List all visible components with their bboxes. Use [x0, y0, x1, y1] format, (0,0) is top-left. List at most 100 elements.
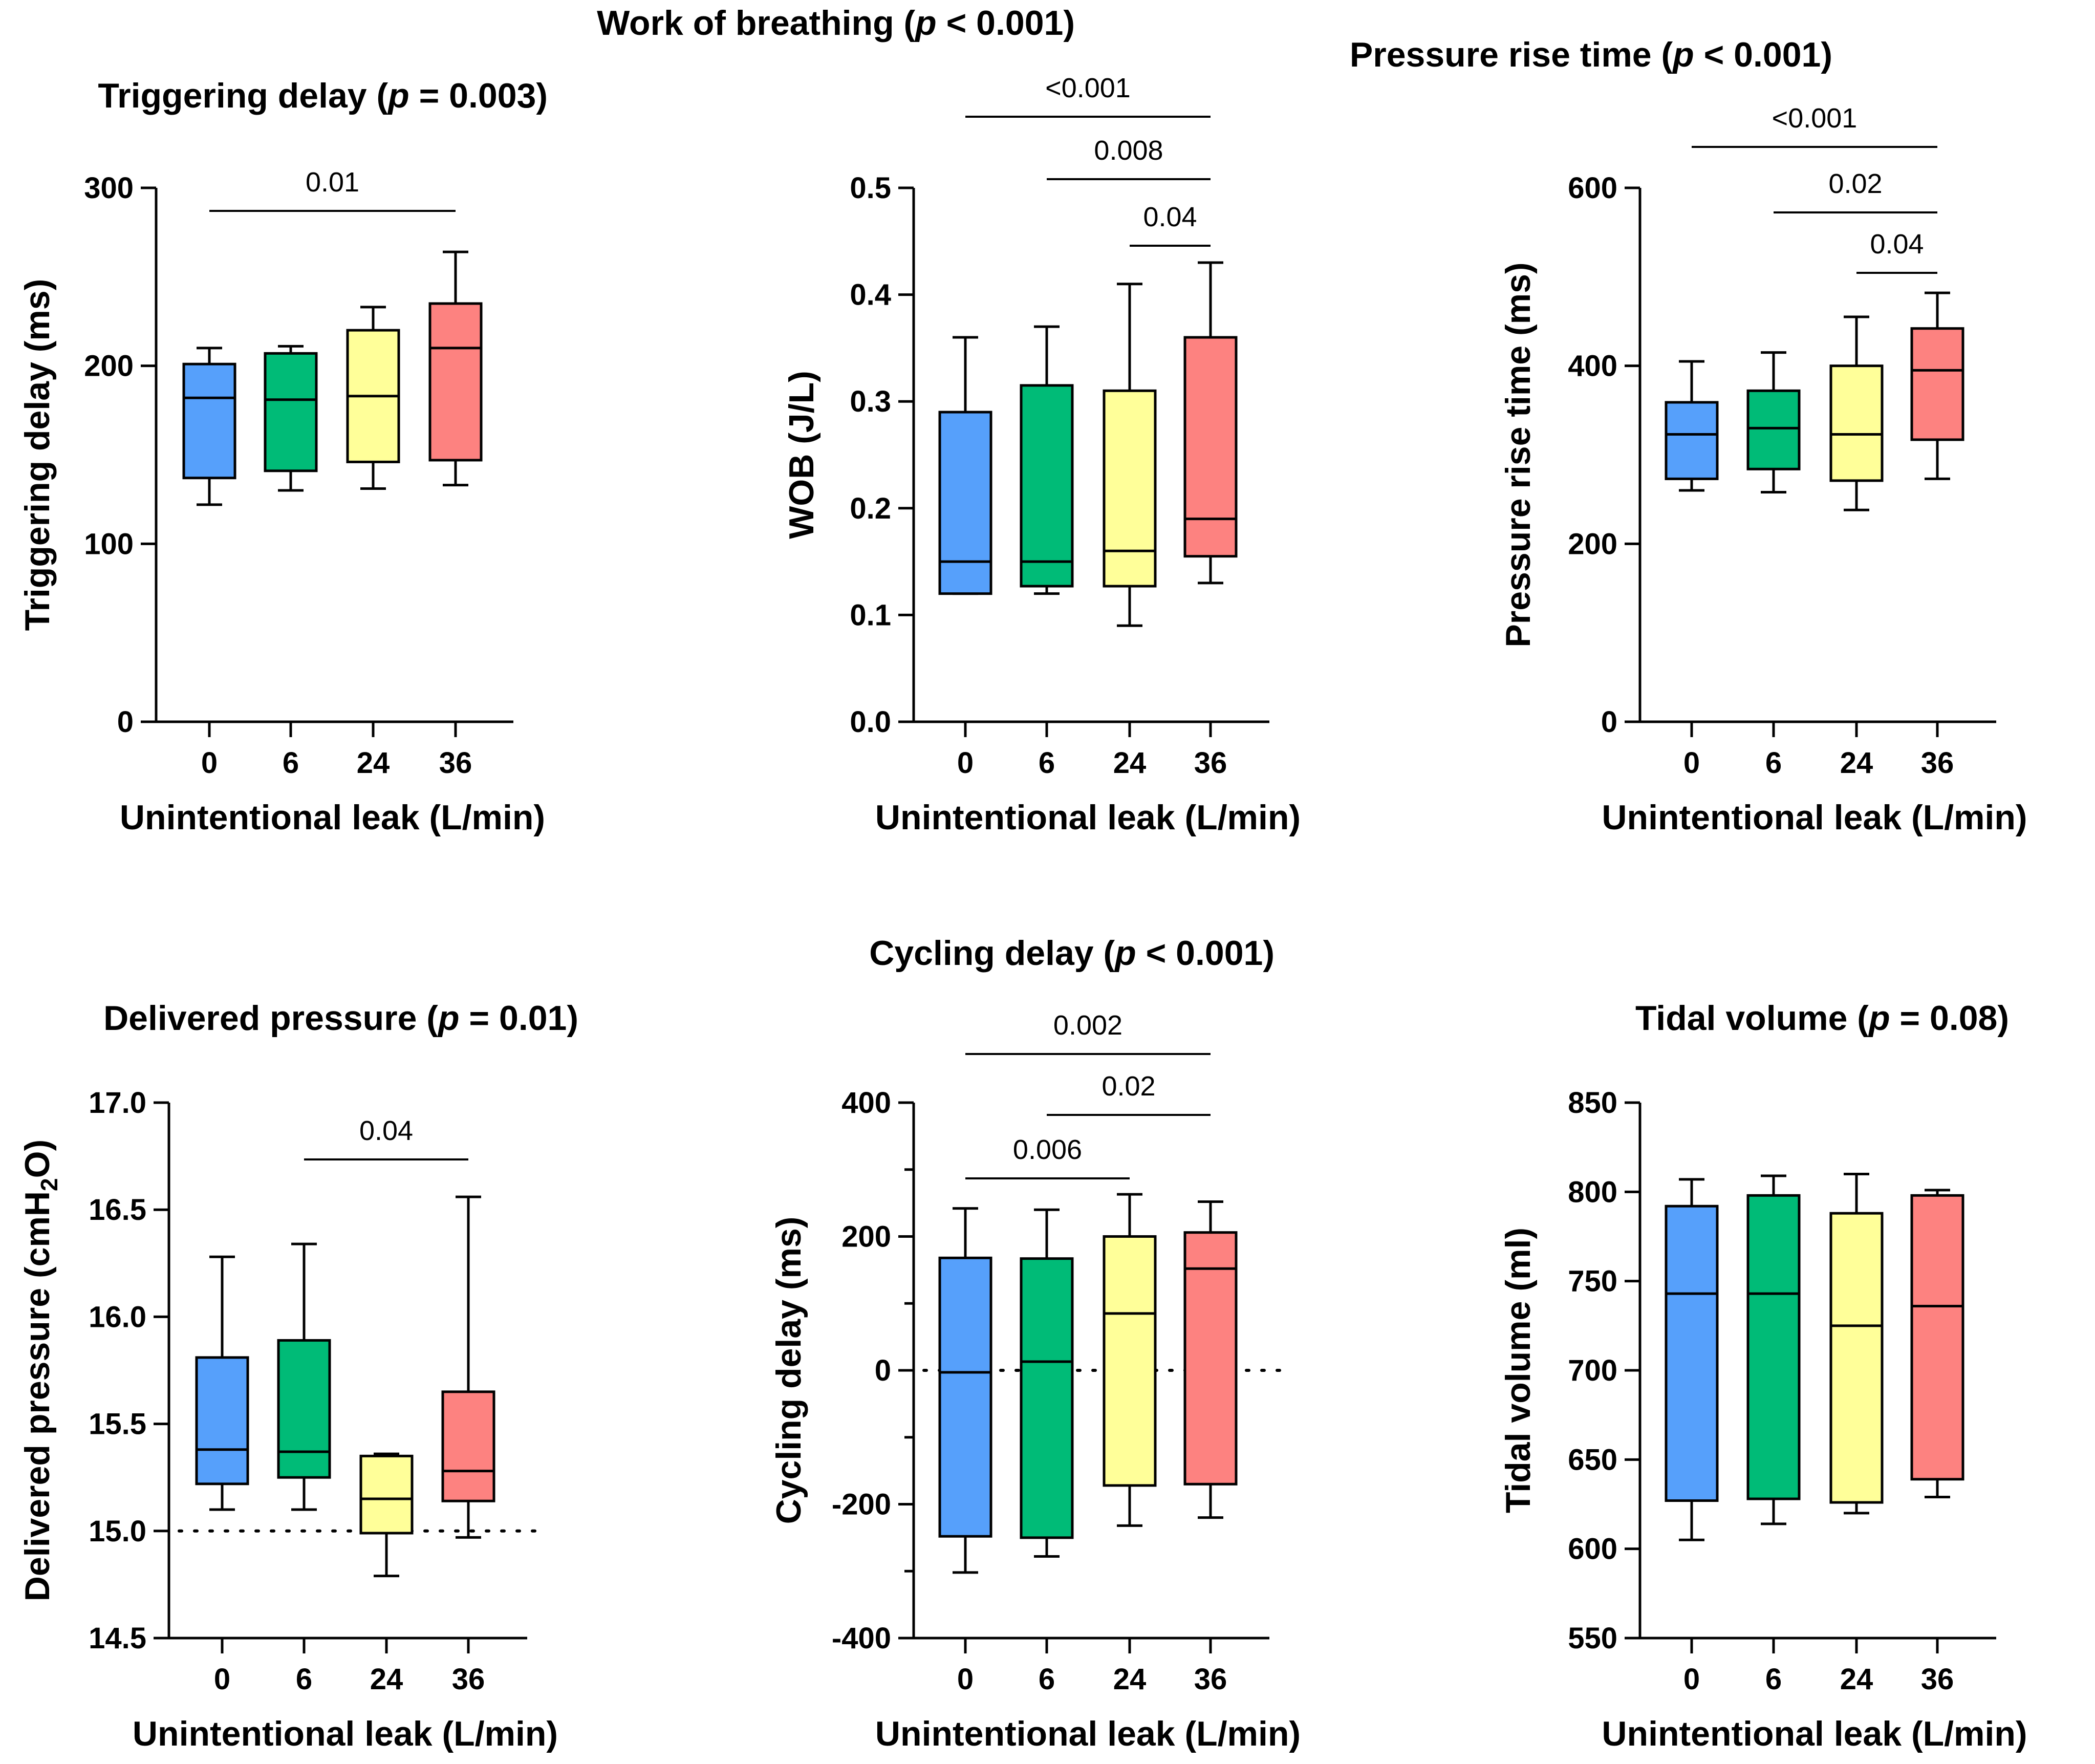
- chart-title-part: Delivered pressure (: [103, 999, 438, 1038]
- significance-label: 0.006: [1013, 1134, 1082, 1165]
- chart-title-part: < 0.001): [937, 4, 1075, 42]
- x-tick-label: 24: [370, 1663, 403, 1696]
- x-axis-title: Unintentional leak (L/min): [133, 1714, 558, 1753]
- box-36: [1910, 327, 1964, 441]
- x-axis-title: Unintentional leak (L/min): [1602, 1714, 2027, 1753]
- y-tick-label: 700: [1568, 1354, 1617, 1387]
- significance-label: 0.02: [1102, 1071, 1155, 1102]
- x-tick-label: 0: [1683, 1663, 1700, 1696]
- y-axis-title-part: WOB (J/L): [782, 371, 821, 539]
- y-tick-label: 17.0: [89, 1086, 146, 1120]
- x-tick-label: 24: [1840, 746, 1873, 780]
- chart-panel: Cycling delay (p < 0.001) -400 -200 0 200 400…: [769, 934, 1301, 1753]
- box-36: [1910, 1194, 1964, 1481]
- y-axis-title-part: Pressure rise time (ms): [1499, 262, 1538, 647]
- x-tick-label: 24: [357, 746, 390, 780]
- significance-label: 0.04: [1870, 229, 1924, 260]
- significance-label: 0.008: [1094, 135, 1163, 166]
- chart-panel: Delivered pressure (p = 0.01) 14.5 15.0 15.…: [18, 999, 578, 1753]
- chart-title-part: < 0.001): [1136, 934, 1275, 973]
- chart-title: Cycling delay (p < 0.001): [869, 934, 1275, 973]
- y-axis-title-part: O): [18, 1139, 57, 1178]
- x-tick-label: 24: [1840, 1663, 1873, 1696]
- chart-title-part: Cycling delay (: [869, 934, 1115, 973]
- x-tick-label: 0: [201, 746, 218, 780]
- x-axis-title: Unintentional leak (L/min): [875, 798, 1301, 837]
- chart-panel: Tidal volume (p = 0.08) 550 600 650 700 750 80…: [1499, 999, 2027, 1753]
- chart-title: Delivered pressure (p = 0.01): [103, 999, 578, 1038]
- y-tick-label: 750: [1568, 1265, 1617, 1298]
- chart-title-p-italic: p: [914, 4, 937, 42]
- x-tick-label: 36: [1921, 1663, 1954, 1696]
- chart-panel: Pressure rise time (p < 0.001)0200400600…: [1350, 35, 2027, 837]
- chart-title: Pressure rise time (p < 0.001): [1350, 35, 1832, 74]
- significance-label: 0.002: [1053, 1010, 1122, 1041]
- box-0: [938, 411, 992, 595]
- y-tick-label: 200: [1568, 527, 1617, 561]
- box-0: [1665, 1204, 1719, 1502]
- y-axis-title-part: Delivered pressure (cmH: [18, 1191, 57, 1601]
- chart-title-p-italic: p: [437, 999, 460, 1038]
- box-6: [277, 1339, 331, 1479]
- x-tick-label: 24: [1113, 1663, 1147, 1696]
- chart-title-part: Work of breathing (: [597, 4, 915, 42]
- box-6: [1746, 1194, 1801, 1500]
- x-tick-label: 36: [1194, 746, 1227, 780]
- y-tick-label: 600: [1568, 171, 1617, 205]
- y-tick-label: 650: [1568, 1443, 1617, 1476]
- y-axis-title-part: Tidal volume (ml): [1499, 1228, 1538, 1513]
- y-axis-title: Pressure rise time (ms): [1499, 262, 1538, 647]
- significance-label: 0.04: [1143, 202, 1197, 232]
- y-axis-title: Tidal volume (ml): [1499, 1228, 1538, 1513]
- chart-panel: Work of breathing (p < 0.001) 0.0 0.1 0.2 0.…: [597, 4, 1301, 837]
- chart-title-part: < 0.001): [1694, 35, 1832, 74]
- x-tick-label: 36: [452, 1663, 485, 1696]
- box-0: [195, 1356, 249, 1486]
- box-6: [264, 352, 318, 472]
- chart-title-part: = 0.08): [1890, 999, 2010, 1038]
- box-0: [182, 362, 236, 480]
- y-tick-label: -200: [832, 1488, 891, 1521]
- y-tick-label: 600: [1568, 1533, 1617, 1566]
- x-axis-title: Unintentional leak (L/min): [1602, 798, 2027, 837]
- box-24: [1829, 1212, 1884, 1504]
- chart-panel: Triggering delay (p = 0.003) 0 100 200 300 0 6…: [18, 76, 548, 837]
- y-tick-label: 0.4: [850, 278, 891, 312]
- chart-title: Triggering delay (p = 0.003): [98, 76, 548, 115]
- y-tick-label: 100: [84, 527, 134, 561]
- y-tick-label: 15.0: [89, 1515, 146, 1548]
- significance-label: 0.02: [1828, 168, 1882, 199]
- box-24: [1829, 364, 1884, 482]
- box-0: [938, 1256, 992, 1538]
- chart-title-part: = 0.003): [409, 76, 548, 115]
- y-tick-label: 200: [841, 1220, 891, 1254]
- y-tick-label: 0.3: [850, 385, 891, 418]
- box-36: [428, 302, 483, 462]
- x-tick-label: 6: [283, 746, 299, 780]
- y-axis-title-part: Triggering delay (ms): [18, 279, 57, 631]
- y-tick-label: 0.2: [850, 492, 891, 525]
- x-tick-label: 36: [1921, 746, 1954, 780]
- y-axis-title: Delivered pressure (cmH2O): [18, 1139, 62, 1601]
- y-tick-label: 0.0: [850, 705, 891, 739]
- x-tick-label: 0: [214, 1663, 230, 1696]
- y-tick-label: 550: [1568, 1622, 1617, 1655]
- chart-title-p-italic: p: [1868, 999, 1890, 1038]
- x-tick-label: 6: [1039, 746, 1055, 780]
- y-tick-label: -400: [832, 1622, 891, 1655]
- box-24: [1103, 1235, 1157, 1487]
- y-tick-label: 400: [1568, 350, 1617, 383]
- y-tick-label: 0: [117, 705, 134, 739]
- y-tick-label: 400: [841, 1086, 891, 1120]
- significance-label: 0.01: [306, 167, 359, 198]
- x-tick-label: 6: [1765, 1663, 1782, 1696]
- y-tick-label: 16.5: [89, 1193, 146, 1227]
- significance-label: <0.001: [1772, 103, 1858, 134]
- box-36: [1183, 336, 1238, 558]
- box-36: [1183, 1231, 1238, 1486]
- chart-title-p-italic: p: [1672, 35, 1694, 74]
- box-24: [1103, 389, 1157, 588]
- y-tick-label: 14.5: [89, 1622, 146, 1655]
- box-6: [1746, 389, 1801, 470]
- box-0: [1665, 401, 1719, 480]
